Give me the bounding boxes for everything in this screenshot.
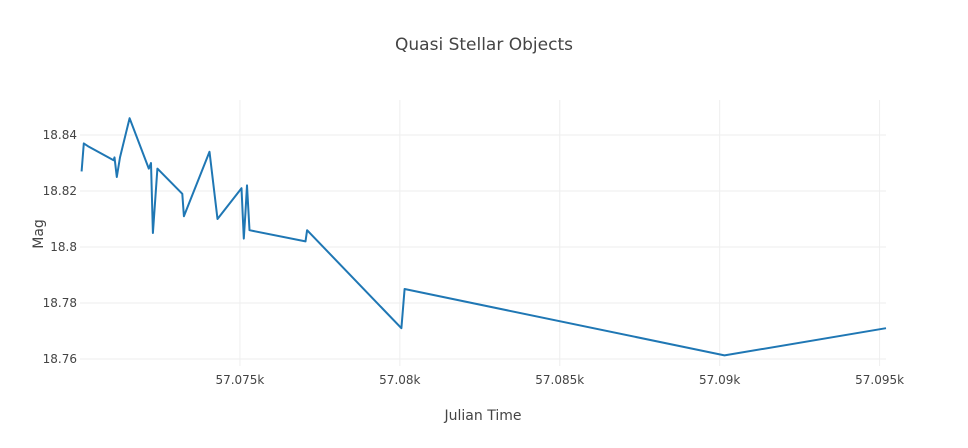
- y-axis-title: Mag: [31, 219, 47, 249]
- x-axis-ticks: 57.075k 57.08k 57.085k 57.09k 57.095k: [215, 373, 904, 387]
- y-tick-label: 18.76: [43, 352, 77, 366]
- series-line: [80, 117, 887, 357]
- series-group: [80, 117, 887, 357]
- y-axis-ticks: 18.76 18.78 18.8 18.82 18.84: [43, 128, 77, 366]
- x-tick-label: 57.09k: [699, 373, 740, 387]
- chart-title: Quasi Stellar Objects: [395, 35, 573, 55]
- x-gridlines: [239, 100, 881, 366]
- y-tick-label: 18.78: [43, 296, 77, 310]
- x-tick-label: 57.095k: [855, 373, 904, 387]
- x-tick-label: 57.08k: [379, 373, 420, 387]
- x-axis-title: Julian Time: [444, 408, 522, 424]
- y-tick-label: 18.82: [43, 184, 77, 198]
- y-gridlines: [80, 134, 886, 360]
- x-tick-label: 57.085k: [535, 373, 584, 387]
- x-tick-label: 57.075k: [215, 373, 264, 387]
- y-tick-label: 18.8: [50, 240, 77, 254]
- y-tick-label: 18.84: [43, 128, 77, 142]
